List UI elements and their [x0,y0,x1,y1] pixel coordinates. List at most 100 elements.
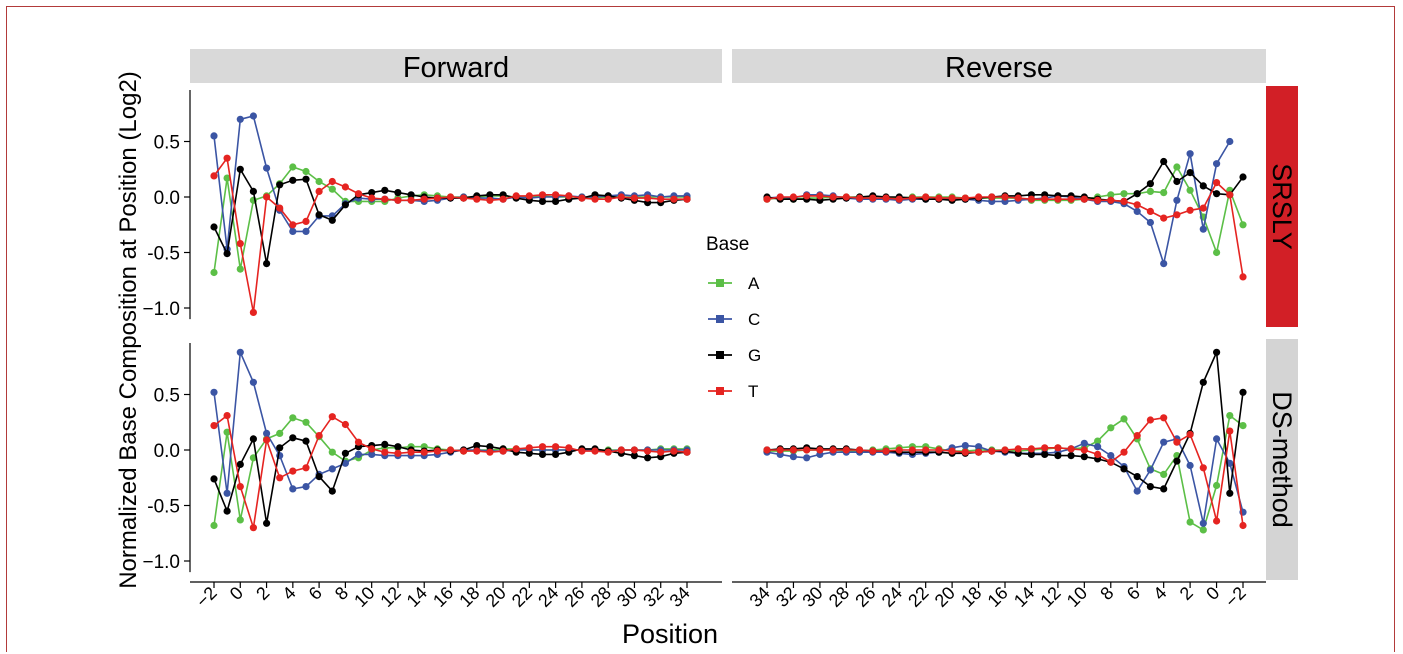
data-point-c [1226,459,1234,467]
data-point-t [460,194,468,202]
data-point-g [1173,457,1181,465]
data-point-c [1213,160,1221,168]
data-point-c [341,459,349,467]
data-point-a [1120,190,1128,198]
data-point-a [236,265,244,273]
x-tick-label: 8 [331,583,352,604]
data-point-g [302,437,310,445]
data-point-c [249,378,257,386]
x-tick-label: 24 [534,583,562,611]
data-point-t [565,192,573,200]
data-point-a [1186,518,1194,526]
data-point-c [1107,452,1115,460]
data-point-t [499,195,507,203]
data-point-t [948,194,956,202]
data-point-t [341,420,349,429]
data-point-t [776,193,784,201]
data-point-t [210,172,218,180]
data-point-a [1199,526,1207,534]
data-point-g [552,197,560,205]
data-point-c [354,450,363,458]
data-point-t [908,194,917,202]
data-point-t [776,446,784,454]
facet-label-srsly: SRSLY [1267,163,1297,250]
data-point-t [302,217,310,225]
data-point-t [856,446,864,454]
data-point-g [552,450,560,458]
series-line-g [213,166,688,264]
data-point-t [604,448,612,456]
data-point-a [289,163,297,171]
data-point-t [657,195,665,203]
facet-strip-forward [190,49,722,83]
data-point-c [289,485,297,493]
data-point-t [922,193,930,201]
data-point-g [1120,465,1128,473]
data-point-t [1160,214,1168,222]
data-point-a [1239,422,1247,430]
data-point-g [1239,173,1247,181]
x-tick-label: 2 [252,583,273,604]
data-point-g [289,434,297,442]
data-point-g [328,487,336,495]
series-line-t [213,156,687,313]
data-point-t [1133,201,1141,209]
data-point-c [975,443,983,451]
data-point-c [289,227,297,235]
y-tick-label: 0.0 [154,441,180,462]
data-point-t [1186,430,1194,439]
data-point-t [1027,445,1035,453]
data-point-a [289,414,297,422]
data-point-g [236,460,244,468]
data-point-a [1107,424,1115,432]
data-point-t [988,193,996,201]
x-tick-label: 6 [305,583,326,604]
data-point-t [420,195,428,203]
legend-label-a: A [748,274,760,293]
data-point-t [328,177,336,186]
data-point-c [1199,225,1207,233]
y-tick-label: 0.5 [154,133,180,154]
data-point-t [1054,444,1062,452]
data-point-t [1067,445,1075,453]
facet-label-forward: Forward [403,52,509,84]
data-point-g [1146,483,1154,491]
data-point-a [1213,481,1221,490]
y-tick-label: -0.5 [147,244,180,265]
data-point-t [1186,206,1194,214]
data-point-t [236,240,244,248]
x-tick-label: 18 [455,583,483,611]
data-point-t [842,446,850,454]
data-point-g [1160,485,1168,493]
data-point-g [1041,450,1049,458]
data-point-g [223,507,231,515]
data-point-g [394,443,402,451]
data-point-c [210,388,218,396]
data-point-t [433,447,441,455]
legend-marker-c [716,315,724,323]
data-point-t [276,474,284,482]
data-point-t [1239,521,1247,530]
data-point-t [368,445,376,453]
data-point-g [486,443,494,451]
data-point-a [1160,189,1168,197]
data-point-a [1094,437,1102,445]
facet-label-reverse: Reverse [945,52,1053,84]
data-point-t [552,191,560,199]
data-point-c [1160,260,1168,268]
data-point-t [829,193,837,201]
data-point-g [315,473,323,481]
data-point-g [236,165,244,173]
data-point-t [328,413,336,421]
data-point-t [1213,179,1221,187]
data-point-t [1199,204,1207,212]
data-point-t [525,444,533,452]
data-point-t [538,191,547,199]
x-tick-label: −2 [192,583,221,612]
x-tick-label: 0 [226,583,247,604]
data-point-t [315,432,323,440]
x-tick-label: 32 [772,583,800,611]
data-point-t [882,194,890,202]
x-tick-label: 8 [1096,583,1117,604]
